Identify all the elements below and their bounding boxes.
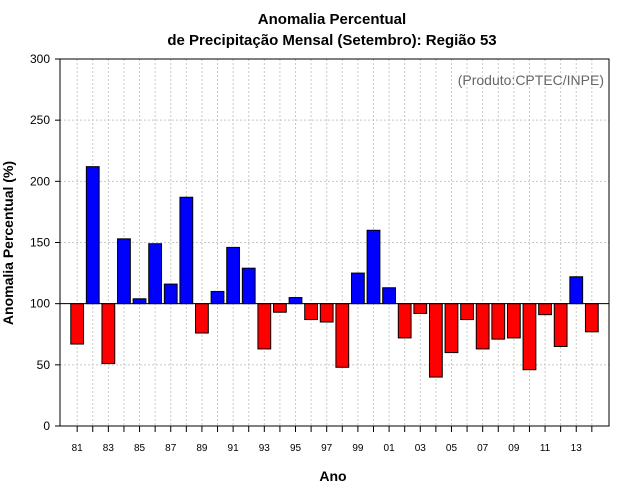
bar-2007 (475, 303, 490, 350)
bar-1981 (70, 303, 85, 345)
x-tick-label: 01 (384, 443, 396, 454)
x-tick-label: 91 (228, 443, 240, 454)
chart-title-line1: Anomalia Percentual (258, 11, 406, 28)
x-tick-label: 11 (540, 443, 551, 454)
x-tick-label: 09 (508, 443, 520, 454)
chart-title-line2: de Precipitação Mensal (Setembro): Regiã… (167, 32, 496, 49)
bar-1989 (195, 303, 209, 334)
bar-1992 (241, 267, 256, 305)
bar-1996 (304, 303, 318, 321)
y-tick-label: 200 (30, 174, 50, 188)
x-tick-label: 87 (165, 443, 177, 454)
bar-1987 (163, 283, 178, 305)
bar-1985 (132, 298, 147, 305)
grid (60, 59, 609, 426)
y-tick-label: 100 (30, 297, 50, 311)
x-tick-label: 07 (477, 443, 489, 454)
bar-2014 (584, 303, 599, 333)
bar-1995 (288, 297, 303, 305)
x-tick-label: 97 (321, 443, 333, 454)
bar-1986 (148, 243, 163, 305)
x-axis: 81 83 85 87 89 91 93 95 97 99 01 03 05 07 09 11 13 (72, 426, 593, 454)
bar-2002 (397, 303, 412, 339)
bar-1998 (335, 303, 350, 368)
x-tick-label: 99 (352, 443, 364, 454)
x-tick-label: 05 (446, 443, 458, 454)
bar-2010 (522, 303, 537, 371)
y-tick-label: 300 (30, 52, 50, 66)
bar-2003 (413, 303, 428, 314)
y-tick-label: 0 (43, 419, 50, 433)
y-axis-label: Anomalia Percentual (%) (0, 161, 16, 325)
credit-label: (Produto:CPTEC/INPE) (458, 72, 604, 88)
bars (70, 166, 599, 378)
x-tick-label: 89 (196, 443, 208, 454)
bar-1988 (179, 196, 194, 305)
y-axis: 0 50 100 150 200 250 300 (30, 52, 60, 433)
x-tick-label: 93 (259, 443, 271, 454)
bar-2013 (569, 276, 584, 305)
bar-2011 (538, 303, 552, 316)
y-tick-label: 150 (30, 236, 50, 250)
x-tick-label: 95 (290, 443, 302, 454)
x-tick-label: 83 (103, 443, 115, 454)
bar-1999 (351, 272, 365, 305)
y-tick-label: 250 (30, 113, 50, 127)
bar-1984 (117, 238, 131, 305)
bar-2004 (428, 303, 443, 378)
bar-1991 (226, 246, 241, 305)
bar-2001 (382, 287, 396, 305)
x-axis-label: Ano (319, 468, 346, 484)
x-tick-label: 03 (415, 443, 427, 454)
x-tick-label: 85 (134, 443, 146, 454)
bar-1994 (273, 303, 287, 313)
bar-1990 (210, 290, 225, 305)
bar-1982 (85, 166, 100, 305)
bar-2009 (506, 303, 521, 339)
bar-2008 (491, 303, 506, 340)
plot-frame (59, 58, 610, 427)
x-tick-label: 13 (571, 443, 583, 454)
bar-2005 (444, 303, 459, 354)
y-tick-label: 50 (37, 358, 51, 372)
bar-1997 (319, 303, 334, 323)
bar-2000 (366, 229, 381, 305)
x-tick-label: 81 (72, 443, 84, 454)
bar-2012 (553, 303, 568, 347)
bar-1993 (257, 303, 272, 350)
bar-2006 (460, 303, 474, 321)
bar-1983 (101, 303, 116, 365)
